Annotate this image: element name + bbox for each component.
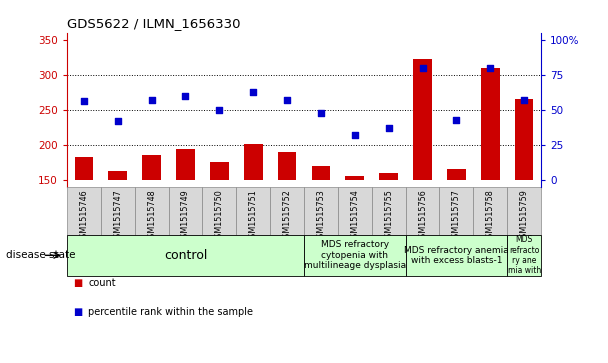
Point	[384, 125, 393, 131]
Text: GDS5622 / ILMN_1656330: GDS5622 / ILMN_1656330	[67, 17, 240, 30]
Bar	[507, 187, 541, 235]
Point	[350, 132, 360, 138]
Bar	[67, 235, 304, 276]
Text: GSM1515752: GSM1515752	[283, 189, 292, 243]
Bar	[75, 157, 93, 180]
Bar	[507, 235, 541, 276]
Text: GSM1515746: GSM1515746	[79, 189, 88, 243]
Point	[181, 93, 190, 99]
Bar	[406, 187, 440, 235]
Point	[485, 65, 495, 71]
Text: ■: ■	[73, 307, 82, 317]
Bar	[304, 187, 338, 235]
Bar	[270, 187, 304, 235]
Text: count: count	[88, 278, 116, 288]
Bar	[176, 149, 195, 180]
Text: GSM1515755: GSM1515755	[384, 189, 393, 243]
Point	[248, 89, 258, 94]
Text: MDS
refracto
ry ane
mia with: MDS refracto ry ane mia with	[508, 235, 541, 276]
Text: control: control	[164, 249, 207, 262]
Text: GSM1515750: GSM1515750	[215, 189, 224, 243]
Text: disease state: disease state	[6, 250, 75, 260]
Bar	[440, 187, 474, 235]
Bar	[202, 187, 237, 235]
Text: GSM1515756: GSM1515756	[418, 189, 427, 243]
Text: GSM1515749: GSM1515749	[181, 189, 190, 243]
Bar	[278, 152, 296, 180]
Text: GSM1515748: GSM1515748	[147, 189, 156, 243]
Bar	[237, 187, 270, 235]
Bar	[312, 166, 330, 180]
Point	[282, 97, 292, 103]
Text: ■: ■	[73, 278, 82, 288]
Point	[519, 97, 529, 103]
Point	[418, 65, 427, 71]
Bar	[515, 99, 533, 180]
Point	[215, 107, 224, 113]
Bar	[134, 187, 168, 235]
Text: GSM1515757: GSM1515757	[452, 189, 461, 243]
Bar	[168, 187, 202, 235]
Bar	[481, 68, 500, 180]
Bar	[142, 155, 161, 180]
Bar	[101, 187, 134, 235]
Text: GSM1515758: GSM1515758	[486, 189, 495, 243]
Bar	[379, 173, 398, 180]
Bar	[371, 187, 406, 235]
Point	[113, 118, 123, 124]
Bar	[406, 235, 507, 276]
Bar	[345, 176, 364, 180]
Text: MDS refractory anemia
with excess blasts-1: MDS refractory anemia with excess blasts…	[404, 246, 509, 265]
Bar	[447, 168, 466, 180]
Bar	[210, 162, 229, 180]
Bar	[304, 235, 406, 276]
Bar	[67, 187, 101, 235]
Point	[452, 117, 461, 122]
Point	[79, 98, 89, 104]
Point	[316, 110, 326, 115]
Text: GSM1515754: GSM1515754	[350, 189, 359, 243]
Text: percentile rank within the sample: percentile rank within the sample	[88, 307, 253, 317]
Text: GSM1515753: GSM1515753	[316, 189, 325, 243]
Bar	[474, 187, 507, 235]
Bar	[338, 187, 371, 235]
Text: GSM1515751: GSM1515751	[249, 189, 258, 243]
Bar	[244, 144, 263, 180]
Bar	[413, 58, 432, 180]
Text: MDS refractory
cytopenia with
multilineage dysplasia: MDS refractory cytopenia with multilinea…	[304, 240, 406, 270]
Text: GSM1515747: GSM1515747	[113, 189, 122, 243]
Bar	[108, 171, 127, 180]
Text: GSM1515759: GSM1515759	[520, 189, 529, 243]
Point	[147, 97, 156, 103]
